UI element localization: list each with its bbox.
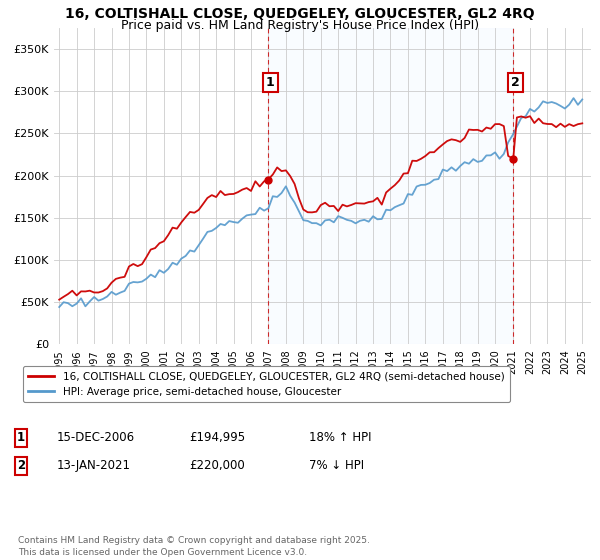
Legend: 16, COLTISHALL CLOSE, QUEDGELEY, GLOUCESTER, GL2 4RQ (semi-detached house), HPI:: 16, COLTISHALL CLOSE, QUEDGELEY, GLOUCES… [23,366,510,403]
Text: 13-JAN-2021: 13-JAN-2021 [57,459,131,473]
Text: 7% ↓ HPI: 7% ↓ HPI [309,459,364,473]
Text: 1: 1 [17,431,25,445]
Text: £220,000: £220,000 [189,459,245,473]
Text: 16, COLTISHALL CLOSE, QUEDGELEY, GLOUCESTER, GL2 4RQ: 16, COLTISHALL CLOSE, QUEDGELEY, GLOUCES… [65,7,535,21]
Text: 15-DEC-2006: 15-DEC-2006 [57,431,135,445]
Text: Price paid vs. HM Land Registry's House Price Index (HPI): Price paid vs. HM Land Registry's House … [121,19,479,32]
Text: £194,995: £194,995 [189,431,245,445]
Text: 1: 1 [266,76,275,90]
Text: 2: 2 [17,459,25,473]
Text: 2: 2 [511,76,520,90]
Text: 18% ↑ HPI: 18% ↑ HPI [309,431,371,445]
Text: Contains HM Land Registry data © Crown copyright and database right 2025.
This d: Contains HM Land Registry data © Crown c… [18,536,370,557]
Bar [268,28,513,344]
